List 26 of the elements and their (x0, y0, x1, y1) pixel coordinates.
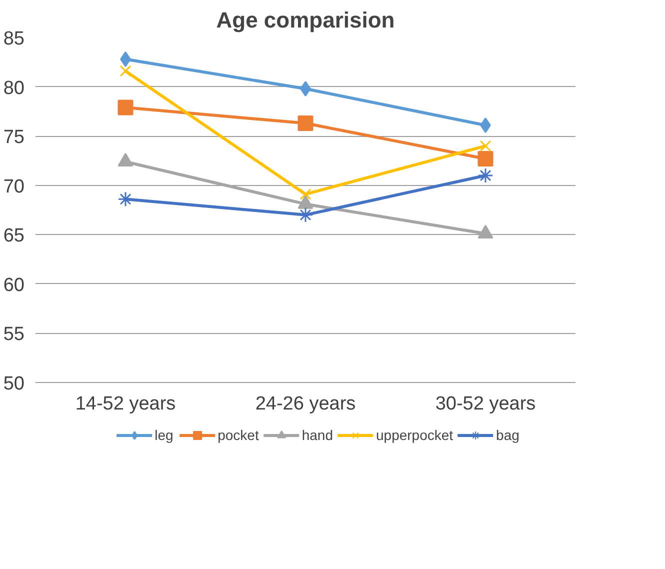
legend-label: hand (302, 427, 333, 443)
point (478, 168, 494, 184)
x-tick-label: 30-52 years (435, 394, 536, 414)
point (118, 191, 134, 207)
y-tick-label: 60 (3, 274, 25, 296)
point (300, 188, 312, 200)
legend-label: upperpocket (376, 427, 454, 443)
y-tick-label: 65 (3, 226, 25, 247)
x-tick-label: 14-52 years (75, 394, 176, 414)
legend-label: pocket (218, 427, 259, 443)
y-tick-label: 75 (3, 127, 25, 148)
y-tick-label: 50 (3, 374, 25, 394)
x-tick-label: 24-26 years (255, 394, 356, 414)
y-tick-label: 70 (3, 176, 25, 198)
chart-title: Age comparision (216, 8, 395, 32)
legend-label: bag (496, 427, 520, 443)
point (120, 65, 132, 77)
point (478, 150, 494, 166)
y-tick-label: 55 (3, 324, 25, 346)
y-tick-label: 80 (3, 78, 25, 99)
point (480, 140, 492, 152)
point (298, 207, 314, 223)
y-tick-label: 85 (3, 28, 25, 50)
legend-label: leg (154, 427, 174, 443)
point (118, 100, 134, 116)
point (298, 116, 314, 132)
